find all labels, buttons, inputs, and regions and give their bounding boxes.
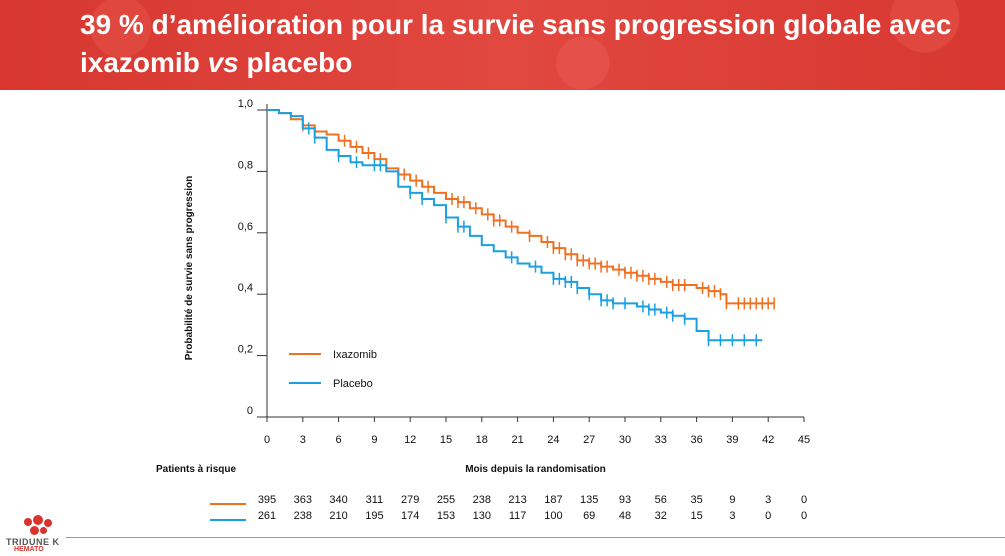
slide-title: 39 % d’amélioration pour la survie sans … (80, 6, 980, 82)
x-tick-label: 30 (619, 434, 631, 446)
x-tick-label: 42 (762, 434, 774, 446)
logo-dot (30, 526, 39, 535)
x-tick-label: 0 (264, 434, 270, 446)
logo-name: TRIDUNE K (6, 537, 60, 547)
logo-dot (24, 518, 32, 526)
risk-value: 174 (401, 510, 419, 522)
risk-value: 261 (258, 510, 276, 522)
y-tick-label: 0 (247, 405, 253, 417)
risk-value: 279 (401, 494, 419, 506)
y-tick-label: 0,6 (238, 221, 253, 233)
risk-value: 210 (329, 510, 347, 522)
x-tick-label: 33 (655, 434, 667, 446)
risk-value: 32 (655, 510, 667, 522)
y-tick-label: 0,4 (238, 282, 253, 294)
x-tick-label: 3 (300, 434, 306, 446)
x-tick-label: 24 (547, 434, 559, 446)
risk-value: 117 (509, 510, 527, 522)
risk-value: 3 (729, 510, 735, 522)
risk-value: 15 (690, 510, 702, 522)
series-line-ixazomib (267, 109, 775, 305)
risk-value: 69 (583, 510, 595, 522)
risk-value: 213 (508, 494, 526, 506)
logo-dot (40, 527, 47, 534)
risk-value: 135 (580, 494, 598, 506)
footer-divider (66, 537, 1005, 538)
x-tick-label: 18 (476, 434, 488, 446)
x-tick-label: 15 (440, 434, 452, 446)
x-tick-label: 39 (726, 434, 738, 446)
risk-value: 9 (729, 494, 735, 506)
risk-value: 3 (765, 494, 771, 506)
risk-value: 48 (619, 510, 631, 522)
x-tick-label: 9 (371, 434, 377, 446)
x-axis-title: Mois depuis la randomisation (465, 464, 606, 475)
x-tick-label: 21 (511, 434, 523, 446)
risk-value: 100 (544, 510, 562, 522)
y-tick-label: 1,0 (238, 98, 253, 110)
legend-label: Ixazomib (333, 349, 377, 361)
risk-value: 238 (294, 510, 312, 522)
x-tick-label: 6 (336, 434, 342, 446)
risk-value: 195 (365, 510, 383, 522)
tridunek-logo: TRIDUNE K HEMATO (6, 514, 70, 554)
logo-dot (44, 519, 52, 527)
y-axis-title: Probabilité de survie sans progression (184, 176, 195, 361)
risk-value: 0 (765, 510, 771, 522)
y-tick-label: 0,8 (238, 159, 253, 171)
risk-value: 340 (329, 494, 347, 506)
title-part2: placebo (238, 47, 353, 78)
risk-value: 130 (473, 510, 491, 522)
risk-value: 255 (437, 494, 455, 506)
title-italic: vs (207, 47, 239, 78)
risk-value: 153 (437, 510, 455, 522)
series-line-placebo (267, 109, 763, 342)
x-tick-label: 12 (404, 434, 416, 446)
risk-value: 311 (366, 494, 384, 506)
logo-sub: HEMATO (14, 546, 44, 553)
x-tick-label: 27 (583, 434, 595, 446)
risk-value: 238 (473, 494, 491, 506)
risk-value: 363 (294, 494, 312, 506)
title-banner (0, 0, 1005, 90)
risk-table-title: Patients à risque (156, 464, 236, 475)
risk-value: 0 (801, 494, 807, 506)
risk-value: 35 (690, 494, 702, 506)
y-tick-label: 0,2 (238, 344, 253, 356)
title-part1: 39 % d’amélioration pour la survie sans … (80, 9, 952, 78)
risk-value: 56 (655, 494, 667, 506)
risk-value: 0 (801, 510, 807, 522)
risk-value: 395 (258, 494, 276, 506)
legend-label: Placebo (333, 378, 373, 390)
logo-dot (33, 515, 43, 525)
risk-value: 93 (619, 494, 631, 506)
x-tick-label: 36 (690, 434, 702, 446)
x-tick-label: 45 (798, 434, 810, 446)
risk-value: 187 (544, 494, 562, 506)
